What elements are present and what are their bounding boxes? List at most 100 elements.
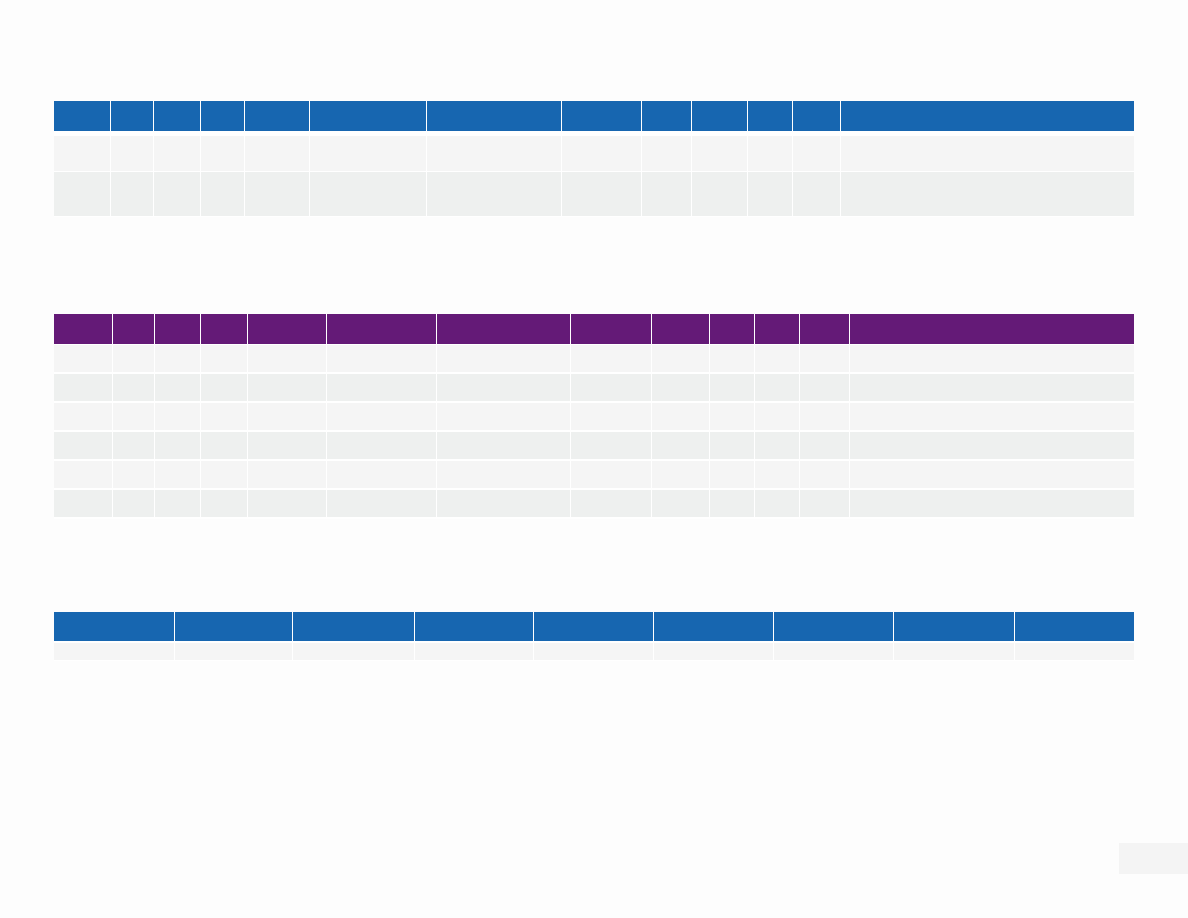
column-header (793, 101, 841, 132)
table-cell (748, 172, 793, 217)
table-cell (155, 345, 201, 374)
table-cell (427, 172, 562, 217)
table-cell (755, 374, 800, 403)
column-header (54, 612, 175, 642)
table-cell (155, 490, 201, 519)
table-cell (327, 374, 437, 403)
table-cell (642, 132, 692, 172)
column-header (562, 101, 642, 132)
column-header (755, 314, 800, 345)
table-cell (155, 432, 201, 461)
table-cell (155, 374, 201, 403)
table-cell (54, 172, 111, 217)
table-cell (113, 345, 155, 374)
table-cell (710, 490, 755, 519)
table-cell (113, 432, 155, 461)
column-header (800, 314, 850, 345)
column-header (841, 101, 1134, 132)
data-table-2 (54, 314, 1134, 519)
table-row (54, 432, 1134, 461)
table-cell (755, 490, 800, 519)
table-cell (154, 132, 201, 172)
table-row (54, 172, 1134, 217)
table-cell (652, 374, 710, 403)
column-header (710, 314, 755, 345)
column-header (154, 101, 201, 132)
column-header (293, 612, 415, 642)
table-header-row (54, 101, 1134, 132)
table-cell (652, 461, 710, 490)
column-header (534, 612, 654, 642)
table-cell (111, 172, 154, 217)
column-header (415, 612, 534, 642)
table-cell (710, 345, 755, 374)
table-cell (710, 461, 755, 490)
table-cell (54, 403, 113, 432)
table-cell (155, 403, 201, 432)
table-cell (571, 432, 652, 461)
table-row (54, 490, 1134, 519)
table-cell (800, 432, 850, 461)
column-header (245, 101, 310, 132)
column-header (54, 314, 113, 345)
column-header (894, 612, 1015, 642)
table-cell (201, 172, 245, 217)
table-cell (54, 345, 113, 374)
data-table-3 (54, 612, 1134, 661)
table-cell (248, 461, 327, 490)
table-cell (437, 345, 571, 374)
table-cell (850, 345, 1134, 374)
table-cell (437, 461, 571, 490)
table-cell (54, 432, 113, 461)
table-cell (850, 374, 1134, 403)
column-header (248, 314, 327, 345)
table-cell (201, 403, 248, 432)
table-cell (248, 374, 327, 403)
table-cell (54, 461, 113, 490)
table-cell (800, 490, 850, 519)
table-cell (155, 461, 201, 490)
table-cell (841, 172, 1134, 217)
table-cell (774, 642, 894, 661)
table-cell (710, 403, 755, 432)
column-header (642, 101, 692, 132)
table-cell (534, 642, 654, 661)
table-row (54, 132, 1134, 172)
column-header (54, 101, 111, 132)
table-cell (327, 461, 437, 490)
table-cell (850, 403, 1134, 432)
table-cell (54, 642, 175, 661)
table-cell (571, 461, 652, 490)
table-cell (1015, 642, 1134, 661)
table-cell (327, 432, 437, 461)
table-cell (310, 172, 427, 217)
table-cell (652, 345, 710, 374)
table-cell (793, 132, 841, 172)
column-header (437, 314, 571, 345)
column-header (652, 314, 710, 345)
table-cell (850, 461, 1134, 490)
table-cell (248, 403, 327, 432)
table-cell (113, 461, 155, 490)
table-cell (175, 642, 293, 661)
table-cell (562, 172, 642, 217)
table-cell (571, 345, 652, 374)
table-cell (800, 345, 850, 374)
table-cell (327, 403, 437, 432)
table-cell (652, 403, 710, 432)
table-cell (793, 172, 841, 217)
table-cell (248, 345, 327, 374)
column-header (113, 314, 155, 345)
table-cell (642, 172, 692, 217)
table-cell (201, 132, 245, 172)
table-cell (841, 132, 1134, 172)
table-cell (201, 461, 248, 490)
table-cell (800, 461, 850, 490)
table-cell (293, 642, 415, 661)
column-header (571, 314, 652, 345)
table-cell (327, 345, 437, 374)
table-cell (54, 132, 111, 172)
table-cell (113, 403, 155, 432)
table-cell (201, 432, 248, 461)
column-header (654, 612, 774, 642)
